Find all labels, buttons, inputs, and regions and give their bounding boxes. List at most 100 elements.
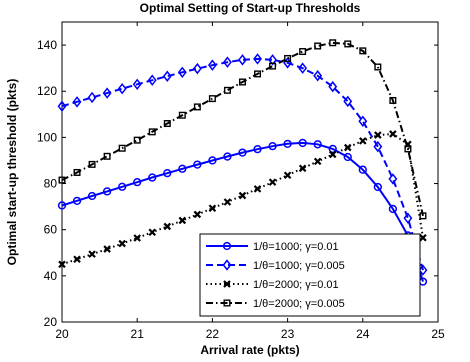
data-point [389, 130, 397, 138]
data-point [374, 131, 382, 139]
data-point [163, 169, 172, 178]
data-point [388, 204, 398, 214]
data-point [223, 86, 231, 94]
data-point [404, 145, 412, 153]
data-point [329, 39, 337, 47]
data-point [343, 143, 352, 152]
data-point [208, 204, 217, 213]
data-point [118, 144, 126, 152]
data-point [269, 62, 277, 70]
legend-label: 1/θ=1000; γ=0.01 [253, 241, 339, 253]
data-point [328, 144, 337, 154]
data-point [343, 95, 353, 108]
data-point [148, 228, 157, 237]
data-point [359, 137, 367, 145]
legend-marker [223, 299, 231, 307]
data-point [419, 233, 427, 242]
data-point [253, 185, 262, 193]
data-point [373, 182, 382, 192]
data-point [419, 212, 427, 220]
series-3 [58, 130, 427, 269]
data-point [359, 47, 367, 55]
legend: 1/θ=1000; γ=0.01 1/θ=1000; γ=0.005 1/θ=200… [199, 233, 421, 317]
data-point [328, 80, 338, 93]
data-point [298, 138, 307, 148]
data-point [418, 264, 428, 276]
data-point [238, 54, 247, 66]
x-tick-label: 21 [131, 327, 145, 341]
legend-label: 1/θ=2000; γ=0.005 [253, 298, 345, 310]
data-point [374, 63, 382, 71]
legend-marker [222, 241, 232, 251]
data-point [178, 216, 187, 225]
data-point [388, 173, 398, 185]
data-point [314, 42, 322, 50]
data-point [193, 103, 201, 111]
data-point [254, 70, 262, 78]
data-point [389, 96, 397, 104]
data-point [268, 178, 277, 186]
data-point [73, 168, 81, 176]
series-4 [58, 39, 427, 220]
series-layer [57, 39, 428, 286]
axis-ticks: 20 21 22 23 24 25 20 40 60 80 100 120 140 [37, 22, 445, 341]
data-point [373, 140, 383, 153]
data-point [238, 191, 247, 200]
y-axis-label: Optimal start-up threshold (pkts) [5, 79, 19, 266]
data-point [72, 196, 82, 205]
data-point [253, 53, 262, 65]
data-point [358, 165, 367, 174]
y-tick-label: 80 [44, 177, 58, 191]
data-point [313, 140, 322, 149]
data-point [284, 54, 292, 62]
data-point [193, 210, 202, 219]
y-tick-label: 60 [44, 223, 58, 237]
data-point [58, 176, 66, 184]
x-tick-label: 23 [281, 327, 295, 341]
data-point [87, 91, 97, 104]
data-point [57, 201, 67, 210]
legend-label: 1/θ=1000; γ=0.005 [253, 260, 345, 272]
data-point [299, 48, 307, 56]
data-point [222, 56, 232, 68]
series-line [61, 41, 424, 217]
data-point [133, 136, 141, 144]
data-point [162, 70, 172, 82]
data-point [283, 139, 292, 148]
x-tick-label: 22 [206, 327, 220, 341]
data-point [328, 150, 337, 159]
data-point [57, 100, 67, 112]
data-point [313, 157, 322, 166]
y-tick-label: 20 [44, 315, 58, 329]
data-point [163, 120, 171, 128]
data-point [133, 234, 141, 242]
data-point [208, 95, 216, 103]
data-point [58, 260, 66, 269]
data-point [223, 152, 232, 161]
data-point [88, 250, 96, 258]
data-point [358, 115, 368, 127]
x-tick-label: 25 [431, 327, 445, 341]
data-point [87, 191, 97, 201]
data-point [102, 87, 112, 99]
legend-label: 1/θ=2000; γ=0.01 [253, 279, 339, 291]
data-point [118, 182, 127, 191]
x-tick-label: 20 [55, 327, 69, 341]
data-point [268, 54, 278, 66]
data-point [268, 142, 277, 151]
data-point [72, 96, 82, 108]
data-point [132, 78, 142, 91]
x-tick-label: 24 [356, 327, 370, 341]
y-tick-label: 120 [37, 84, 57, 98]
data-point [313, 70, 323, 82]
data-point [117, 82, 127, 95]
y-tick-label: 100 [37, 130, 57, 144]
data-point [118, 239, 126, 248]
data-point [298, 62, 308, 74]
data-point [283, 171, 292, 180]
data-point [344, 40, 352, 48]
data-point [192, 62, 202, 75]
y-tick-label: 40 [44, 269, 58, 283]
data-point [343, 152, 352, 162]
